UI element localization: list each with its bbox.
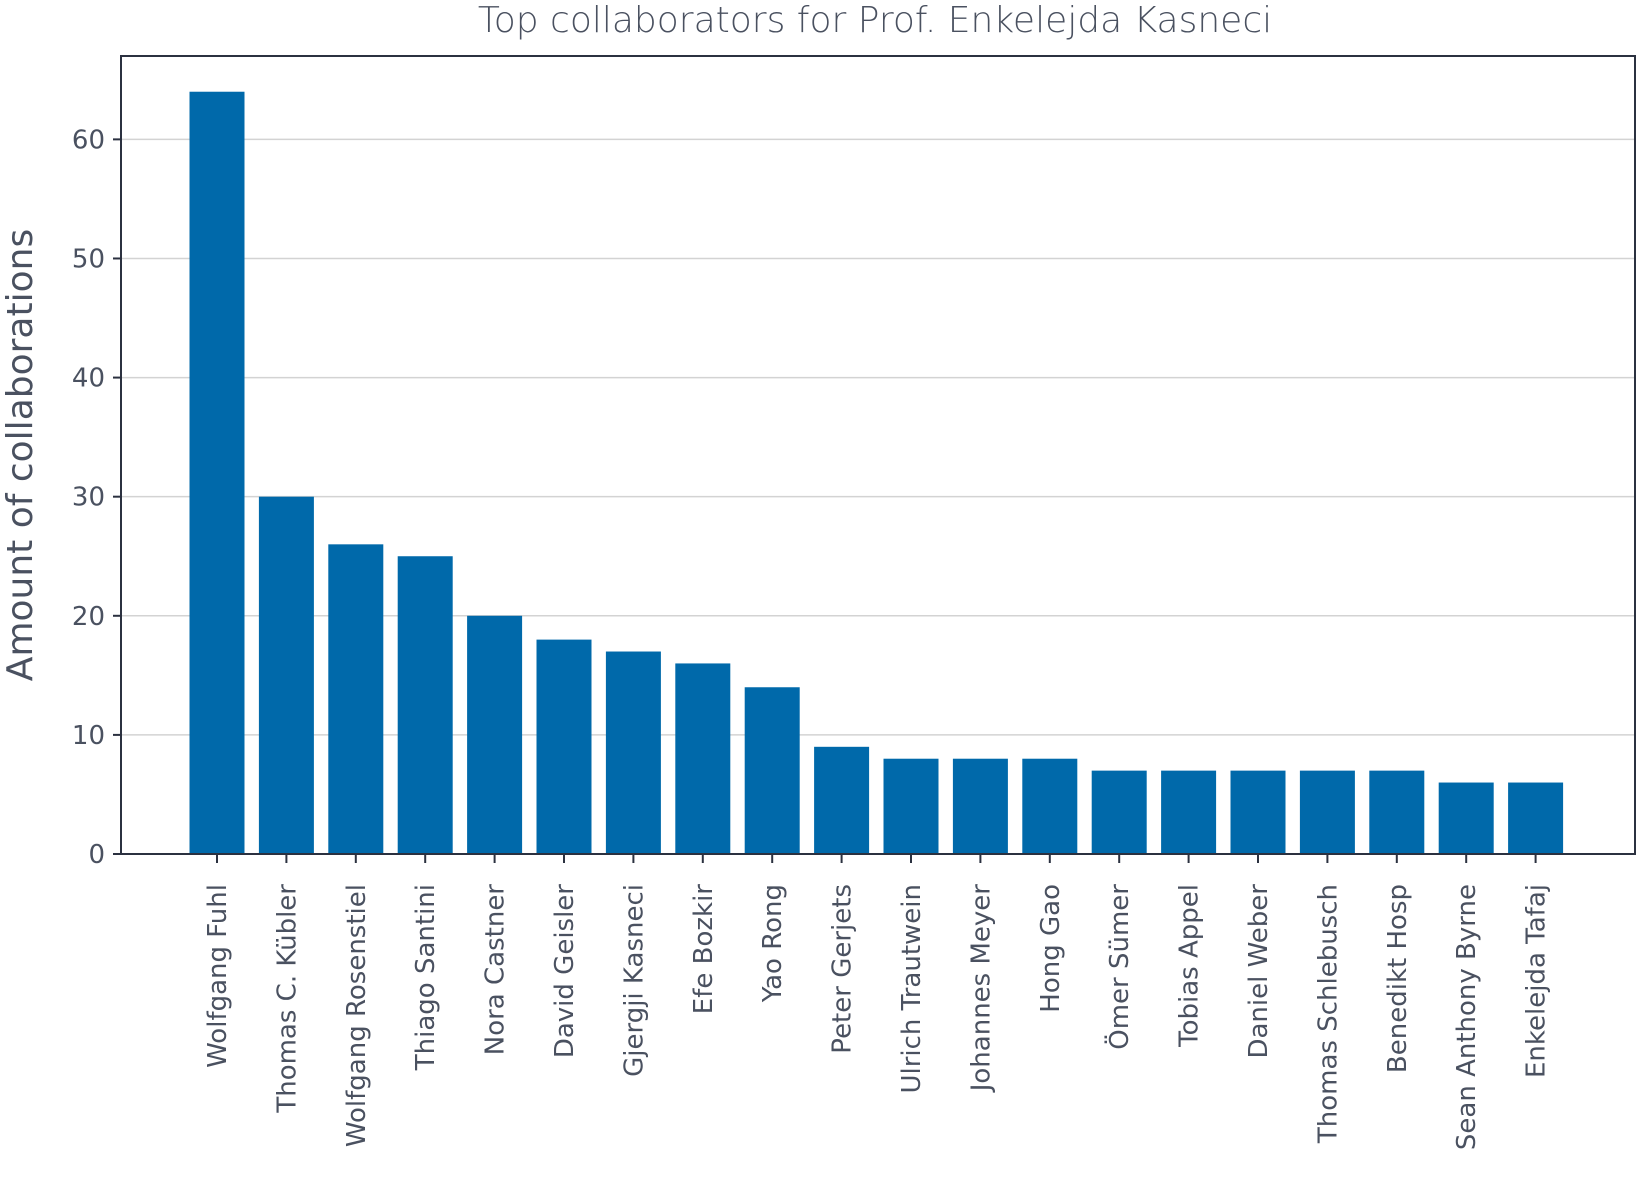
x-tick-label: Yao Rong [758, 884, 788, 1003]
bar [1230, 770, 1286, 854]
x-tick-label: Johannes Meyer [966, 884, 996, 1094]
y-tick-label: 10 [72, 721, 105, 751]
bar [605, 651, 661, 854]
y-tick-label: 30 [72, 483, 105, 513]
x-tick-label: Thiago Santini [411, 884, 441, 1071]
y-axis-label: Amount of collaborations [0, 229, 41, 681]
bar [1438, 782, 1494, 854]
x-tick-label: Thomas Schlebusch [1313, 884, 1343, 1144]
bar [814, 746, 870, 854]
x-tick-label: Benedikt Hosp [1383, 884, 1413, 1073]
x-tick-label: Thomas C. Kübler [272, 884, 302, 1114]
x-tick-label: Efe Bozkir [689, 884, 719, 1015]
y-axis-ticks: 0 10 20 30 40 50 60 [72, 125, 121, 870]
x-tick-label: Daniel Weber [1244, 884, 1274, 1059]
x-tick-label: Gjergji Kasneci [619, 884, 649, 1077]
x-tick-label: Wolfgang Fuhl [203, 884, 233, 1068]
bar [1369, 770, 1425, 854]
bars [189, 91, 1564, 855]
x-tick-label: Tobias Appel [1175, 884, 1205, 1048]
bar [258, 496, 314, 854]
bar [536, 639, 592, 854]
bar [952, 758, 1008, 854]
x-tick-label: Peter Gerjets [828, 884, 858, 1054]
x-tick-label: Enkelejda Tafaj [1522, 884, 1552, 1078]
bar [744, 687, 800, 854]
y-tick-label: 0 [88, 840, 105, 870]
x-axis-ticks: Wolfgang Fuhl Thomas C. Kübler Wolfgang Ro… [203, 854, 1552, 1150]
bar [467, 615, 523, 854]
bar [675, 663, 731, 854]
bar [1022, 758, 1078, 854]
chart-title: Top collaborators for Prof. Enkelejda Ka… [478, 0, 1272, 41]
x-tick-label: Nora Castner [481, 884, 511, 1056]
bar [883, 758, 939, 854]
bar [397, 556, 453, 854]
y-tick-label: 60 [72, 125, 105, 155]
x-tick-label: Hong Gao [1036, 884, 1066, 1013]
bar [1161, 770, 1217, 854]
x-tick-label: Sean Anthony Byrne [1452, 884, 1482, 1150]
y-tick-label: 40 [72, 364, 105, 394]
bar [189, 91, 245, 855]
bar [1508, 782, 1564, 854]
y-tick-label: 20 [72, 602, 105, 632]
x-tick-label: Ömer Sümer [1103, 884, 1135, 1050]
bar [328, 544, 384, 854]
bar [1091, 770, 1147, 854]
y-tick-label: 50 [72, 244, 105, 274]
plot-frame [120, 55, 1636, 855]
x-tick-label: Wolfgang Rosenstiel [342, 884, 372, 1147]
x-tick-label: David Geisler [550, 884, 580, 1058]
x-tick-label: Ulrich Trautwein [897, 884, 927, 1094]
bar [1299, 770, 1355, 854]
